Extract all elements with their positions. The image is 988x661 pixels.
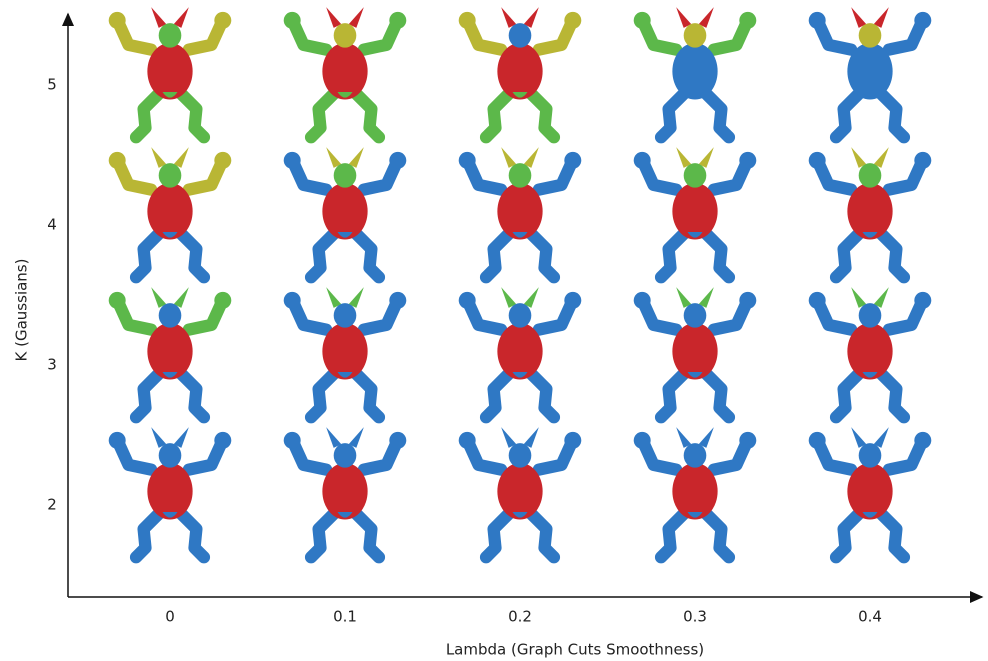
x-tick-label: 0.2 [508,608,532,626]
x-tick-label: 0.4 [858,608,882,626]
y-axis-label: K (Gaussians) [13,259,31,362]
armadillo-render [634,427,757,557]
armadillo-render [109,7,232,137]
armadillo-render [109,287,232,417]
y-tick-label: 5 [47,76,57,94]
armadillo-render [109,147,232,277]
render-grid [109,7,932,557]
y-tick-label: 4 [47,216,57,234]
armadillo-render [284,287,407,417]
figure: K (Gaussians) Lambda (Graph Cuts Smoothn… [0,0,988,661]
armadillo-render [809,147,932,277]
y-tick-label: 3 [47,356,57,374]
armadillo-render [809,427,932,557]
x-tick-label: 0.3 [683,608,707,626]
armadillo-render [634,287,757,417]
x-tick-label: 0.1 [333,608,357,626]
armadillo-render [109,427,232,557]
armadillo-render [634,147,757,277]
armadillo-render [459,287,582,417]
armadillo-render [459,427,582,557]
armadillo-render [459,147,582,277]
armadillo-render [459,7,582,137]
y-tick-label: 2 [47,496,57,514]
armadillo-render [809,287,932,417]
armadillo-render [284,7,407,137]
x-axis-label: Lambda (Graph Cuts Smoothness) [446,641,704,659]
armadillo-render [284,427,407,557]
armadillo-render [284,147,407,277]
armadillo-render [809,7,932,137]
armadillo-render [634,7,757,137]
x-tick-label: 0 [165,608,175,626]
